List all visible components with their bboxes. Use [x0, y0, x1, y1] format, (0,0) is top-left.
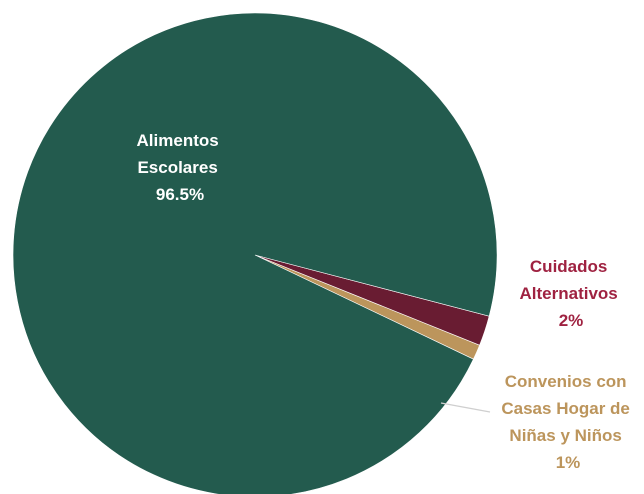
pie-slice-alimentos	[12, 12, 498, 494]
label-cuidados-line-2: Alternativos	[520, 284, 618, 303]
label-convenios-line-3: Niñas y Niños	[509, 426, 621, 445]
label-cuidados-line-1: Cuidados	[530, 257, 607, 276]
label-alimentos-line-1: Alimentos	[137, 131, 219, 150]
label-convenios-line-1: Convenios con	[505, 372, 627, 391]
label-cuidados: Cuidados Alternativos 2%	[520, 257, 623, 330]
label-alimentos-line-2: Escolares	[137, 158, 217, 177]
convenios-leader-line	[440, 402, 491, 413]
label-convenios-value: 1%	[556, 453, 581, 472]
pie-slices	[12, 12, 498, 494]
label-alimentos: Alimentos Escolares 96.5%	[137, 131, 224, 204]
label-convenios: Convenios con Casas Hogar de Niñas y Niñ…	[501, 372, 634, 472]
label-alimentos-value: 96.5%	[156, 185, 204, 204]
label-convenios-line-2: Casas Hogar de	[501, 399, 630, 418]
label-cuidados-value: 2%	[559, 311, 584, 330]
